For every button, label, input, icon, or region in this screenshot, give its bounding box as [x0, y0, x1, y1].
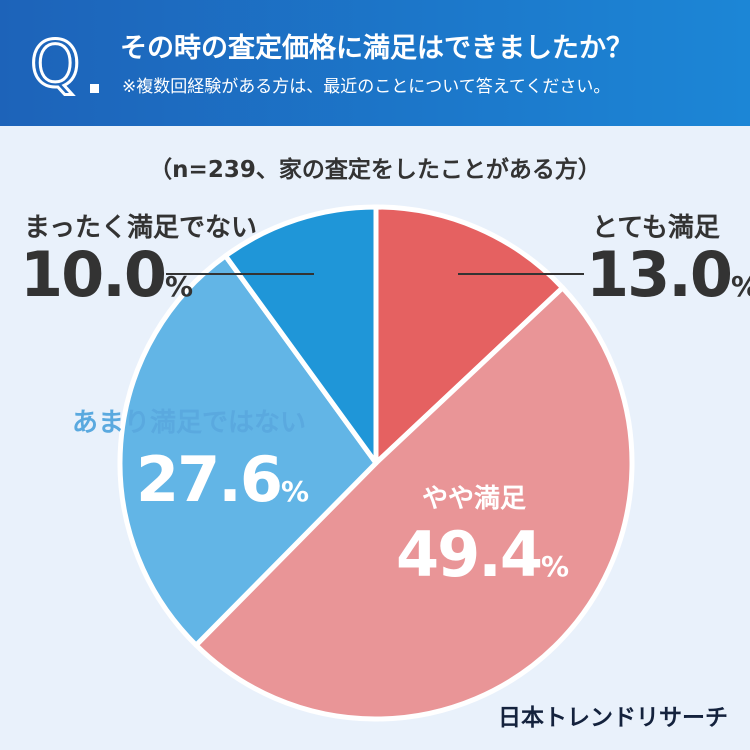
brand-logo: 日本トレンドリサーチ	[498, 705, 728, 731]
slice-somewhat-satisfied	[193, 285, 635, 722]
slice-very-satisfied	[373, 204, 566, 466]
svg-text:Q: Q	[30, 28, 80, 100]
slice-not-very-satisfied	[117, 253, 379, 648]
value-somewhat-satisfied: 49.4%	[396, 518, 570, 591]
value-very-satisfied: 13.0%	[586, 238, 750, 311]
question-header: Q その時の査定価格に満足はできましたか？ ※複数回経験がある方は、最近のことに…	[0, 0, 750, 126]
label-not-satisfied: まったく満足でない	[24, 213, 257, 243]
label-not-very-satisfied: あまり満足ではない	[72, 408, 307, 438]
slice-not-satisfied	[223, 204, 379, 466]
question-title: その時の査定価格に満足はできましたか？	[120, 33, 633, 64]
label-very-satisfied: とても満足	[592, 213, 720, 243]
value-not-satisfied: 10.0%	[20, 238, 194, 311]
value-not-very-satisfied: 27.6%	[136, 443, 310, 516]
sample-note: （n=239、家の査定をしたことがある方）	[149, 157, 601, 183]
q-icon: Q	[30, 28, 99, 100]
question-note: ※複数回経験がある方は、最近のことについて答えてください。	[122, 77, 611, 97]
label-somewhat-satisfied: やや満足	[422, 484, 527, 514]
